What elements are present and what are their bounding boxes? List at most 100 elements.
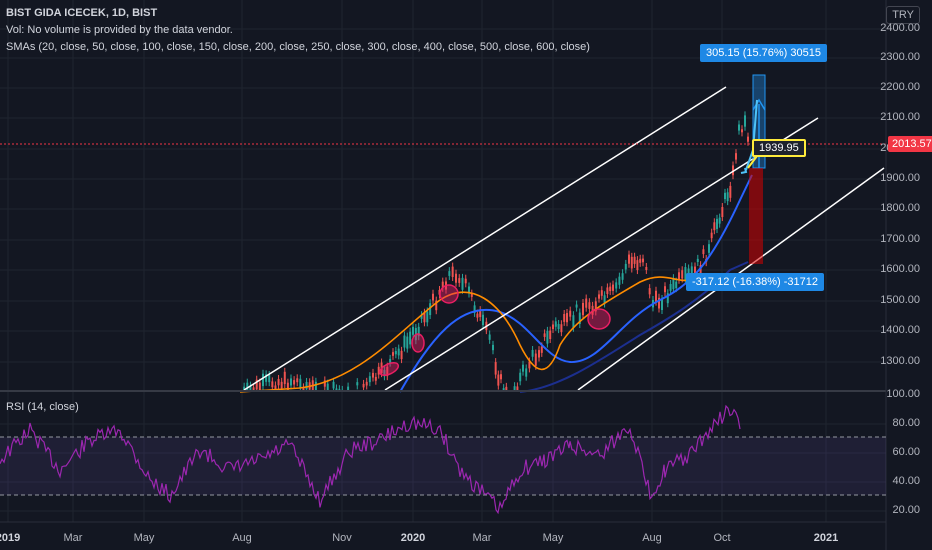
candle-body	[540, 346, 543, 353]
price-axis-label: 1600.00	[880, 263, 920, 275]
candle-body	[441, 281, 444, 288]
candle-body	[426, 311, 429, 323]
highlight-ellipse-4	[587, 308, 611, 330]
candle-body	[724, 192, 726, 200]
highlight-ellipse-3	[439, 284, 459, 304]
candle-body	[394, 350, 397, 355]
symbol-title[interactable]: BIST GIDA ICECEK, 1D, BIST	[6, 7, 158, 19]
candle-body	[658, 297, 660, 309]
candle-body	[412, 326, 414, 335]
candle-body	[528, 361, 531, 369]
candle-body	[470, 293, 473, 297]
candle-body	[702, 249, 705, 255]
candle-body	[600, 290, 603, 296]
candle-body	[302, 387, 305, 391]
sma-info[interactable]: SMAs (20, close, 50, close, 100, close, …	[6, 41, 590, 53]
time-axis-label: Mar	[63, 532, 83, 544]
price-axis-label: 1900.00	[880, 172, 920, 184]
candle-body	[603, 295, 606, 304]
candle-body	[243, 386, 246, 391]
candle-body	[314, 381, 317, 391]
candle-body	[747, 136, 749, 142]
price-label-box[interactable]: 1939.95	[752, 139, 806, 157]
candle-body	[356, 382, 359, 386]
candle-body	[274, 385, 277, 391]
candle-body	[255, 379, 258, 390]
candle-body	[389, 358, 392, 363]
candle-body	[615, 282, 618, 289]
candle-body	[531, 349, 534, 357]
candle-body	[552, 324, 554, 330]
candle-body	[403, 335, 406, 348]
candle-body	[546, 330, 549, 344]
candle-body	[708, 244, 710, 253]
channel-upper-line	[243, 86, 727, 391]
time-axis-label: Aug	[642, 532, 662, 544]
candle-body	[519, 372, 522, 382]
candle-body	[476, 313, 479, 318]
candle-body	[479, 310, 482, 318]
candle-body	[488, 334, 491, 340]
currency-badge[interactable]: TRY	[886, 6, 920, 24]
candle-body	[554, 321, 557, 327]
candle-body	[365, 381, 368, 386]
candle-body	[258, 382, 261, 391]
candle-body	[572, 315, 575, 328]
candle-body	[461, 277, 464, 290]
measure-up-label[interactable]: 305.15 (15.76%) 30515	[700, 44, 827, 62]
candle-body	[618, 276, 621, 285]
rsi-axis-label: 60.00	[892, 446, 920, 458]
candle-body	[500, 374, 502, 380]
candle-body	[252, 387, 255, 391]
candle-body	[383, 369, 386, 377]
candle-body	[642, 258, 644, 263]
candle-body	[732, 165, 734, 176]
candle-body	[710, 232, 713, 239]
candle-body	[636, 260, 639, 271]
candle-body	[645, 266, 648, 270]
time-axis-label: Oct	[713, 532, 731, 544]
candle-body	[513, 386, 516, 391]
measure-down-label[interactable]: -317.12 (-16.38%) -31712	[686, 273, 824, 291]
price-axis-label: 2400.00	[880, 22, 920, 34]
candle-body	[277, 378, 280, 386]
candle-body	[639, 258, 642, 263]
candle-body	[630, 256, 633, 269]
candle-body	[661, 299, 663, 311]
candle-body	[335, 388, 338, 391]
candle-body	[694, 266, 696, 278]
candle-body	[557, 323, 560, 330]
candle-body	[280, 381, 283, 389]
candle-body	[699, 265, 702, 275]
candle-body	[675, 281, 678, 289]
candle-body	[271, 381, 274, 388]
candle-body	[534, 353, 537, 366]
candle-body	[420, 315, 423, 319]
candle-body	[451, 266, 454, 277]
time-axis-label: May	[542, 532, 564, 544]
time-axis-label: Mar	[472, 532, 492, 544]
candle-body	[549, 330, 552, 340]
volume-info: Vol: No volume is provided by the data v…	[6, 24, 233, 36]
candle-body	[621, 273, 624, 280]
price-axis-label: 1300.00	[880, 355, 920, 367]
candle-body	[726, 192, 729, 202]
candle-body	[377, 366, 380, 375]
candle-body	[598, 294, 600, 299]
candle-body	[669, 283, 672, 291]
rsi-line	[0, 404, 741, 515]
price-axis-label: 2200.00	[880, 81, 920, 93]
candle-body	[729, 185, 732, 198]
rsi-axis-label: 80.00	[892, 417, 920, 429]
candle-body	[575, 304, 578, 308]
candle-body	[666, 293, 669, 304]
candle-body	[560, 324, 563, 333]
rsi-label[interactable]: RSI (14, close)	[6, 401, 79, 413]
candle-body	[716, 218, 718, 229]
candle-body	[741, 129, 743, 133]
sma-orange-line	[239, 274, 701, 393]
highlight-ellipse-1	[378, 362, 400, 376]
candle-body	[578, 312, 581, 325]
candle-body	[397, 348, 400, 356]
